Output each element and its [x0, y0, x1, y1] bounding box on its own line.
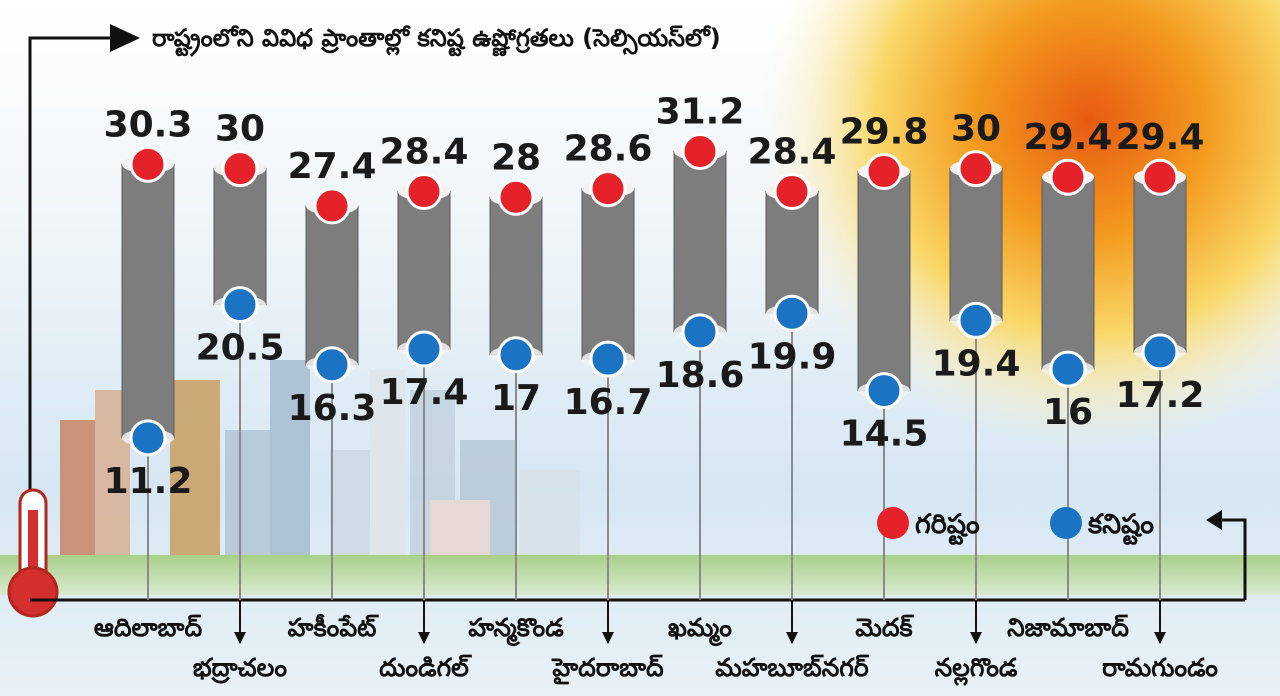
range-bar	[1041, 176, 1095, 370]
label-pointer-head	[418, 632, 430, 644]
min-value-label: 17.4	[380, 372, 469, 413]
min-temp-point	[681, 313, 719, 351]
min-temp-point	[773, 294, 811, 332]
label-pointer-head	[786, 632, 798, 644]
legend-min-marker	[1050, 507, 1082, 539]
label-pointer-head	[1154, 632, 1166, 644]
min-temp-point	[1049, 350, 1087, 388]
title-arrow-line	[28, 36, 115, 600]
city-skyline	[60, 360, 580, 560]
category-label: ఖమ్మం	[668, 613, 732, 647]
legend-min-label: కనిష్టం	[1087, 509, 1154, 545]
min-value-label: 20.5	[196, 328, 285, 369]
thermometer-icon	[7, 488, 59, 618]
category-label: నల్లగొండ	[935, 653, 1018, 686]
chart-marks: 30.3 11.2 ఆదిలాబాద్ 30 20.5 భద్రాచలం 27.4 16.3 హ…	[94, 91, 1218, 686]
legend-arrow-head	[1206, 510, 1222, 530]
max-temp-point	[773, 173, 811, 211]
max-value-label: 29.4	[1116, 117, 1205, 158]
max-temp-point	[957, 150, 995, 188]
min-temp-point	[221, 286, 259, 324]
range-bar	[581, 188, 635, 360]
min-temp-point	[865, 372, 903, 410]
max-temp-point	[865, 153, 903, 190]
max-value-label: 30	[215, 109, 265, 150]
range-bar	[489, 196, 543, 356]
max-value-label: 31.2	[656, 91, 745, 132]
min-temp-point	[1141, 333, 1179, 371]
label-pointer-head	[970, 632, 982, 644]
label-pointer-head	[602, 632, 614, 644]
max-temp-point	[221, 150, 259, 188]
max-value-label: 29.4	[1024, 117, 1113, 158]
max-value-label: 28	[491, 137, 541, 178]
max-value-label: 27.4	[288, 146, 377, 187]
max-temp-point	[589, 170, 627, 208]
category-label: మెదక్	[855, 613, 914, 642]
max-temp-point	[497, 178, 535, 216]
min-value-label: 16.3	[288, 388, 377, 429]
category-label: ఆదిలాబాద్	[94, 613, 203, 642]
min-temp-point	[497, 336, 535, 374]
grass-strip	[0, 555, 1280, 595]
max-temp-point	[405, 173, 443, 211]
range-bar	[949, 168, 1003, 321]
min-temp-point	[957, 301, 995, 339]
min-value-label: 17.2	[1116, 375, 1205, 416]
range-bar	[121, 163, 175, 439]
min-value-label: 14.5	[840, 414, 929, 455]
min-value-label: 19.4	[932, 343, 1021, 384]
range-bar	[305, 205, 359, 366]
min-value-label: 11.2	[104, 461, 193, 502]
category-label: రామగుండం	[1102, 653, 1218, 682]
range-bar	[673, 150, 727, 333]
min-temp-point	[405, 330, 443, 368]
max-value-label: 29.8	[840, 112, 929, 153]
category-label: హైదరాబాద్	[551, 653, 664, 685]
min-value-label: 19.9	[748, 336, 837, 377]
max-value-label: 30	[951, 109, 1001, 150]
min-value-label: 17	[491, 378, 541, 419]
max-temp-point	[681, 132, 719, 170]
label-pointer-head	[234, 632, 246, 644]
min-temp-point	[313, 346, 351, 384]
max-temp-point	[313, 187, 351, 225]
chart-title: రాష్ట్రంలోని వివిధ ప్రాంతాల్లో కనిష్ట ఉష…	[152, 24, 721, 57]
category-label: హకీంపేట్	[288, 613, 380, 642]
max-temp-point	[129, 145, 167, 183]
category-label: నిజామాబాద్	[1007, 613, 1129, 642]
max-value-label: 30.3	[104, 104, 193, 145]
legend: గరిష్టం కనిష్టం	[877, 507, 1154, 545]
range-bar	[1133, 176, 1187, 353]
min-temp-point	[589, 340, 627, 378]
legend-max-marker	[877, 507, 909, 539]
category-label: భద్రాచలం	[193, 653, 287, 684]
max-temp-point	[1049, 158, 1087, 196]
max-value-label: 28.6	[564, 129, 653, 170]
max-value-label: 28.4	[748, 132, 837, 173]
category-label: హన్మకొండ	[468, 613, 564, 647]
legend-max-label: గరిష్టం	[915, 509, 980, 545]
min-value-label: 18.6	[656, 355, 745, 396]
min-temp-point	[129, 419, 167, 457]
max-temp-point	[1141, 158, 1179, 196]
category-label: దుండిగల్	[379, 653, 472, 682]
min-value-label: 16	[1043, 392, 1093, 433]
range-bar	[213, 168, 267, 306]
range-bar	[857, 171, 911, 392]
min-value-label: 16.7	[564, 382, 653, 423]
category-label: మహబూబ్‌నగర్	[715, 653, 869, 682]
max-value-label: 28.4	[380, 132, 469, 173]
range-bar	[397, 191, 451, 350]
title-arrow-head	[110, 24, 140, 52]
